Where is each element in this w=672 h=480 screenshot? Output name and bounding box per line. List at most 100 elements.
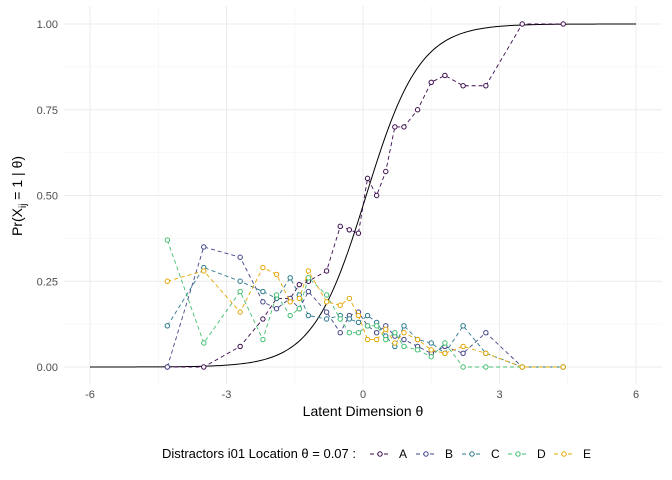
series-d-point [337, 316, 343, 322]
series-d-point [442, 340, 448, 346]
y-axis-ticks: 0.00 0.25 0.50 0.75 1.00 [37, 19, 58, 374]
series-c-point [237, 278, 243, 284]
series-b-point [201, 244, 207, 250]
series-e [164, 264, 566, 370]
legend-title: Distractors i01 Location θ = 0.07 : [162, 446, 356, 461]
y-tick-label: 1.00 [37, 19, 58, 31]
series-layer [164, 21, 566, 370]
series-d-point [392, 330, 398, 336]
x-tick-label: 6 [633, 389, 639, 401]
series-e-point [383, 326, 389, 332]
series-a-line [167, 23, 564, 368]
series-d-point [237, 288, 243, 295]
series-a-point [346, 227, 353, 233]
y-tick-label: 0.75 [37, 105, 58, 117]
series-d-point [346, 330, 353, 336]
series-b-point [460, 350, 466, 356]
series-c-point [401, 323, 407, 329]
series-a-point [560, 21, 566, 27]
series-e-point [460, 343, 466, 350]
series-a-point [519, 21, 525, 27]
series-b-point [373, 330, 380, 336]
series-d-point [305, 275, 312, 281]
series-a-point [460, 83, 466, 89]
series-d-point [460, 364, 466, 370]
series-d-point [201, 340, 207, 346]
series-d-point [401, 343, 407, 350]
legend-item-e: E [554, 447, 591, 461]
series-e-point [355, 312, 362, 319]
series-a-point [337, 223, 343, 230]
series-d-point [414, 347, 421, 353]
series-c-point [287, 275, 293, 281]
series-b-point [337, 330, 343, 336]
series-d-point [483, 364, 489, 370]
legend-key-e-point [561, 451, 567, 457]
series-c-point [305, 312, 312, 319]
series-a-point [323, 268, 330, 274]
legend-label-a: A [399, 447, 407, 461]
series-e-point [296, 295, 302, 302]
series-e-point [323, 299, 330, 305]
x-tick-label: 0 [360, 389, 366, 401]
series-c-point [364, 312, 371, 319]
series-e-point [483, 350, 489, 356]
series-e-point [414, 336, 421, 343]
series-c-point [428, 340, 434, 346]
series-c-point [164, 323, 171, 329]
series-b-point [164, 364, 171, 370]
series-e-point [519, 364, 525, 370]
series-e-point [337, 302, 343, 308]
legend-item-c: C [462, 447, 500, 461]
legend: Distractors i01 Location θ = 0.07 : A B C D… [162, 446, 591, 461]
legend-label-e: E [583, 447, 591, 461]
x-axis-ticks: -6 -3 0 3 6 [85, 389, 639, 401]
series-c-point [260, 288, 266, 295]
series-b-point [260, 299, 266, 305]
series-d-point [260, 336, 266, 343]
series-a-point [296, 281, 302, 288]
grid [64, 6, 662, 384]
series-d-point [428, 354, 434, 360]
y-tick-label: 0.25 [37, 276, 58, 288]
series-d-point [273, 292, 280, 298]
series-e-point [364, 336, 371, 343]
series-e-point [373, 336, 380, 343]
legend-key-c-point [469, 451, 475, 457]
series-d-point [323, 292, 330, 298]
series-a-point [237, 343, 243, 350]
series-a-point [201, 364, 207, 370]
series-d-point [383, 336, 389, 343]
series-a-point [483, 83, 489, 89]
series-c-point [460, 323, 466, 329]
legend-key-b-point [423, 451, 429, 457]
legend-item-b: B [416, 447, 453, 461]
series-e-point [164, 278, 171, 284]
legend-item-d: D [508, 447, 546, 461]
series-a-point [428, 79, 434, 86]
series-e-point [442, 350, 448, 356]
x-tick-label: -6 [85, 389, 95, 401]
legend-key-d-point [515, 451, 521, 457]
series-e-point [273, 271, 280, 278]
series-b-point [323, 309, 330, 315]
legend-key-a-point [377, 451, 383, 457]
series-e-point [346, 295, 353, 302]
series-b-point [305, 288, 312, 295]
series-b-point [273, 305, 280, 312]
series-a-point [414, 107, 421, 113]
series-a-point [364, 175, 371, 182]
series-d-point [373, 323, 380, 329]
series-e-point [401, 330, 407, 336]
y-axis-title: Pr(Xij = 1 | θ) [9, 156, 29, 236]
series-e-point [428, 347, 434, 353]
series-e-point [260, 264, 266, 271]
y-tick-label: 0.00 [37, 362, 58, 374]
series-a-point [392, 124, 398, 130]
x-tick-label: -3 [222, 389, 232, 401]
series-a-point [260, 316, 266, 322]
series-c-point [323, 316, 330, 322]
series-e-point [237, 309, 243, 315]
series-e-point [392, 340, 398, 346]
series-c-point [355, 319, 362, 326]
